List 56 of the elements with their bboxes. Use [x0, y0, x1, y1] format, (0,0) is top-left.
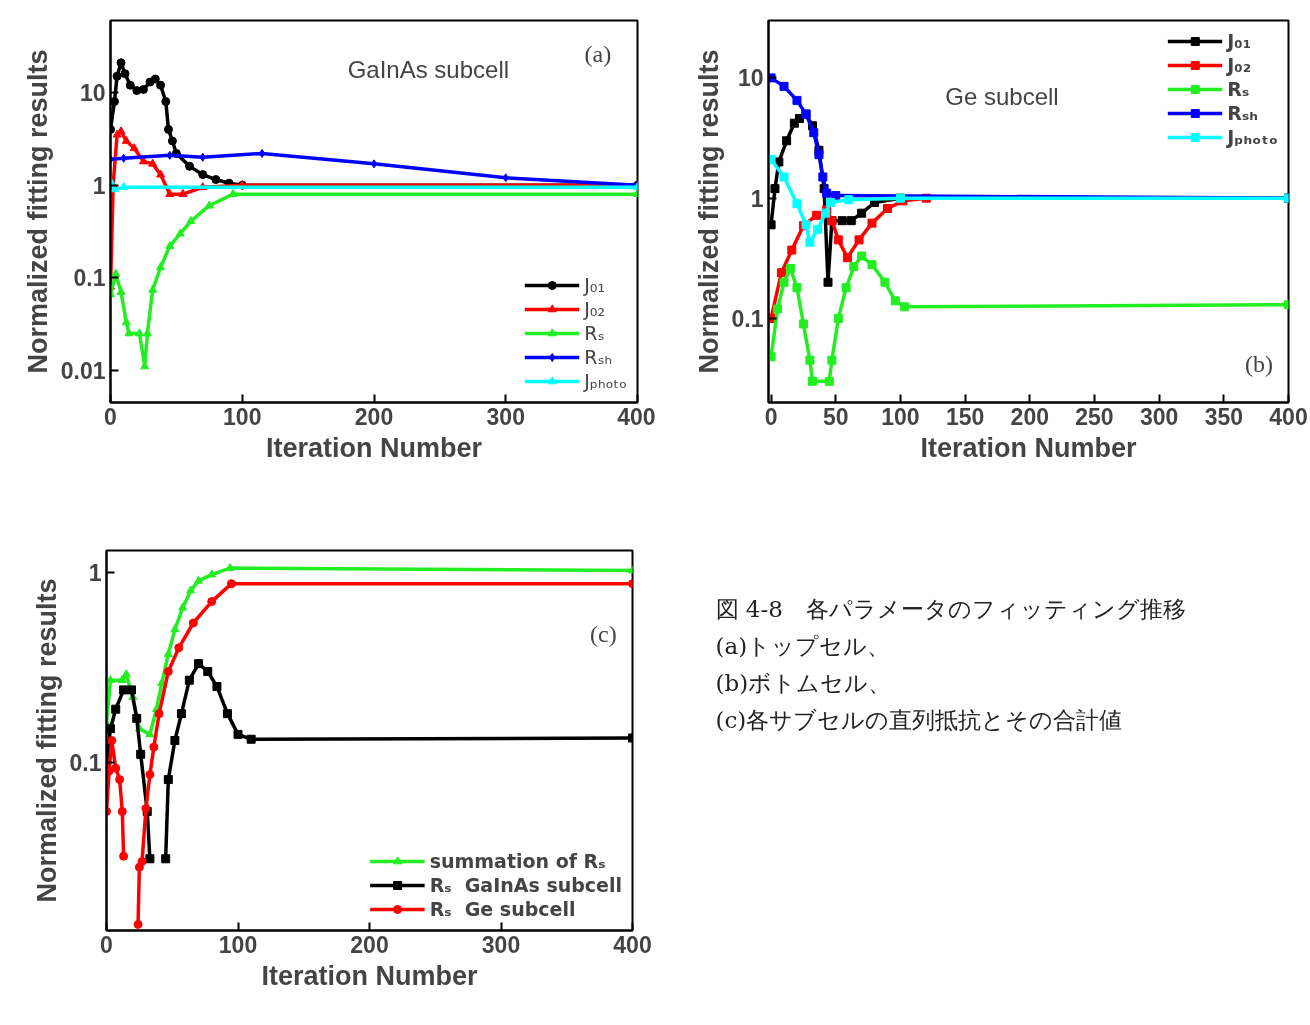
annotation: (a)	[584, 41, 612, 68]
legend-label: Rₛ GaInAs subcell	[429, 874, 622, 896]
annotation: GaInAs subcell	[347, 56, 510, 84]
legend-label: Rₛ Ge subcell	[429, 898, 576, 920]
legend-label: Rₛₕ	[584, 346, 613, 368]
x-tick-label: 100	[218, 931, 258, 958]
x-axis-title: Iteration Number	[261, 960, 479, 991]
y-tick-label: 10	[737, 65, 764, 92]
x-axis-title: Iteration Number	[265, 432, 483, 463]
x-tick-label: 300	[1139, 403, 1179, 430]
y-tick-label: 0.1	[731, 305, 764, 332]
x-axis-title: Iteration Number	[920, 432, 1138, 463]
y-tick-label: 0.1	[73, 265, 106, 292]
legend-label: Rₛ	[584, 322, 605, 344]
legend-label: summation of Rₛ	[429, 850, 606, 872]
y-tick-label: 1	[92, 172, 106, 199]
x-tick-label: 400	[1269, 403, 1308, 430]
legend-label: Jₚₕₒₜₒ	[584, 370, 627, 392]
y-tick-label: 0.01	[60, 357, 106, 384]
x-tick-label: 0	[764, 403, 778, 430]
x-tick-label: 200	[350, 931, 389, 958]
x-tick-label: 100	[223, 403, 262, 430]
y-axis-title: Normalized fitting results	[693, 49, 724, 374]
legend-label: J₀₁	[584, 274, 606, 296]
x-tick-label: 350	[1204, 403, 1244, 430]
caption: 図 4-8 各パラメータのフィッティング推移	[715, 595, 1186, 622]
x-tick-label: 0	[100, 931, 113, 958]
y-tick-label: 10	[79, 80, 106, 107]
x-tick-label: 400	[617, 403, 656, 430]
text: (b)ボトムセル、	[715, 670, 892, 697]
legend-label: Rₛₕ	[1227, 102, 1258, 124]
legend-label: Rₛ	[1227, 78, 1250, 100]
annotation: Ge subcell	[945, 83, 1059, 111]
x-tick-label: 250	[1075, 403, 1114, 430]
y-tick-label: 1	[88, 559, 102, 586]
y-tick-label: 0.1	[69, 749, 102, 776]
x-tick-label: 200	[354, 403, 394, 430]
x-tick-label: 400	[613, 931, 652, 958]
y-axis-title: Normalized fitting results	[22, 49, 53, 374]
x-tick-label: 100	[881, 403, 920, 430]
x-tick-label: 300	[481, 931, 521, 958]
x-tick-label: 200	[1010, 403, 1049, 430]
x-tick-label: 150	[945, 403, 985, 430]
y-tick-label: 1	[750, 185, 764, 212]
text: (c)各サブセルの直列抵抗とその合計値	[715, 707, 1123, 734]
legend-label: J₀₁	[1227, 30, 1251, 52]
legend-label: Jₚₕₒₜₒ	[1227, 126, 1278, 148]
annotation: (b)	[1244, 351, 1273, 378]
x-tick-label: 50	[822, 403, 849, 430]
x-tick-label: 300	[486, 403, 525, 430]
x-tick-label: 0	[104, 403, 117, 430]
legend-label: J₀₂	[1227, 54, 1251, 76]
y-axis-title: Normalized fitting results	[31, 578, 62, 903]
annotation: (c)	[590, 621, 617, 648]
text: (a)トップセル、	[715, 632, 891, 659]
legend-label: J₀₂	[584, 298, 606, 320]
